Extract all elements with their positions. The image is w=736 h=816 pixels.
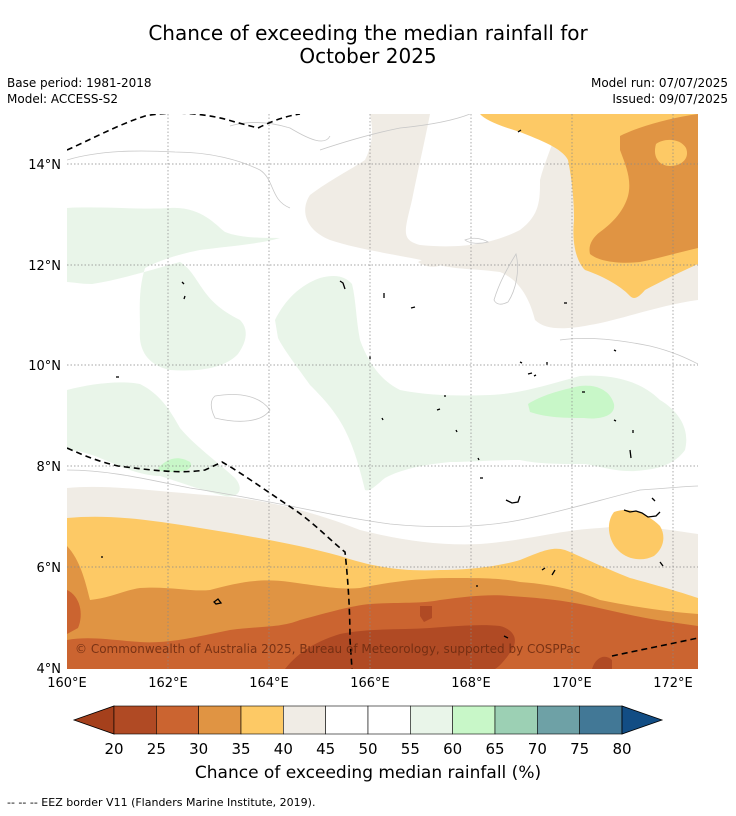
colorbar-extend-high bbox=[621, 705, 664, 735]
colorbar-segment bbox=[240, 705, 284, 735]
contour-lines bbox=[67, 114, 698, 528]
colorbar-tick-label: 60 bbox=[443, 740, 462, 758]
band-20-25-south bbox=[285, 625, 515, 669]
lat-label-4n: 4°N bbox=[37, 662, 62, 677]
colorbar-segment bbox=[156, 705, 199, 735]
map-figure: 4°N 6°N 8°N 10°N 12°N 14°N 160°E 162°E 1… bbox=[28, 114, 698, 783]
band-20-25-east bbox=[592, 656, 612, 669]
eez-border bbox=[67, 114, 698, 669]
band-35-40-hole bbox=[654, 139, 688, 166]
map-title: Chance of exceeding the median rainfall … bbox=[0, 22, 736, 68]
colorbar-tick-label: 80 bbox=[612, 740, 631, 758]
rainfall-contours bbox=[67, 114, 698, 669]
colorbar-segment bbox=[367, 705, 411, 735]
lon-label-164e: 164°E bbox=[249, 676, 289, 691]
colorbar-title: Chance of exceeding median rainfall (%) bbox=[195, 763, 541, 783]
band-60-65-west bbox=[158, 458, 192, 472]
colorbar-segment bbox=[452, 705, 496, 735]
colorbar-tick-label: 35 bbox=[231, 740, 250, 758]
colorbar-segment bbox=[325, 705, 369, 735]
lon-label-168e: 168°E bbox=[451, 676, 491, 691]
band-55-60-west bbox=[67, 207, 280, 371]
copyright-credit: © Commonwealth of Australia 2025, Bureau… bbox=[75, 642, 580, 656]
band-25-30-west bbox=[67, 590, 81, 634]
band-20-25-patch bbox=[420, 606, 432, 622]
colorbar-tick-label: 55 bbox=[401, 740, 420, 758]
atolls bbox=[101, 129, 664, 639]
lat-tick-labels: 4°N 6°N 8°N 10°N 12°N 14°N bbox=[28, 158, 61, 677]
model-run: Model run: 07/07/2025 bbox=[590, 76, 728, 90]
colorbar-tick-label: 20 bbox=[104, 740, 123, 758]
colorbar-segment bbox=[579, 705, 623, 735]
colorbar-segment bbox=[283, 705, 326, 735]
lon-label-160e: 160°E bbox=[47, 676, 87, 691]
lat-label-12n: 12°N bbox=[28, 259, 61, 274]
base-period: Base period: 1981-2018 bbox=[7, 76, 152, 90]
colorbar-tick-label: 40 bbox=[274, 740, 293, 758]
model-name: Model: ACCESS-S2 bbox=[7, 92, 119, 106]
colorbar-segment bbox=[198, 705, 242, 735]
colorbar: 20 25 30 35 40 45 50 55 60 65 70 75 80 bbox=[72, 705, 664, 758]
graticule bbox=[67, 114, 698, 669]
lon-label-172e: 172°E bbox=[653, 676, 693, 691]
meta-right: Model run: 07/07/2025 Issued: 09/07/2025 bbox=[591, 75, 728, 107]
lat-label-14n: 14°N bbox=[28, 158, 61, 173]
colorbar-tick-label: 75 bbox=[570, 740, 589, 758]
colorbar-segment bbox=[113, 705, 157, 735]
colorbar-extend-low bbox=[72, 705, 115, 735]
meta-left: Base period: 1981-2018 Model: ACCESS-S2 bbox=[7, 75, 152, 107]
colorbar-segment bbox=[410, 705, 453, 735]
lon-label-162e: 162°E bbox=[148, 676, 188, 691]
band-60-65-east bbox=[528, 385, 615, 419]
issued-date: Issued: 09/07/2025 bbox=[612, 92, 728, 106]
colorbar-tick-label: 70 bbox=[528, 740, 547, 758]
title-line-1: Chance of exceeding the median rainfall … bbox=[148, 21, 588, 45]
colorbar-segment bbox=[537, 705, 580, 735]
eez-footnote: -- -- -- EEZ border V11 (Flanders Marine… bbox=[7, 796, 316, 809]
colorbar-segment bbox=[494, 705, 538, 735]
band-35-40-east-patch bbox=[608, 509, 664, 560]
colorbar-tick-label: 50 bbox=[358, 740, 377, 758]
lon-tick-labels: 160°E 162°E 164°E 166°E 168°E 170°E 172°… bbox=[47, 676, 693, 691]
band-55-60-southwest bbox=[67, 382, 240, 497]
colorbar-tick-label: 25 bbox=[147, 740, 166, 758]
colorbar-tick-label: 65 bbox=[485, 740, 504, 758]
colorbar-tick-label: 30 bbox=[189, 740, 208, 758]
lat-label-8n: 8°N bbox=[37, 460, 62, 475]
lat-label-6n: 6°N bbox=[37, 561, 62, 576]
lon-label-170e: 170°E bbox=[552, 676, 592, 691]
lat-label-10n: 10°N bbox=[28, 359, 61, 374]
lon-label-166e: 166°E bbox=[350, 676, 390, 691]
title-line-2: October 2025 bbox=[299, 44, 437, 68]
colorbar-tick-label: 45 bbox=[316, 740, 335, 758]
band-55-60-center bbox=[275, 276, 687, 491]
